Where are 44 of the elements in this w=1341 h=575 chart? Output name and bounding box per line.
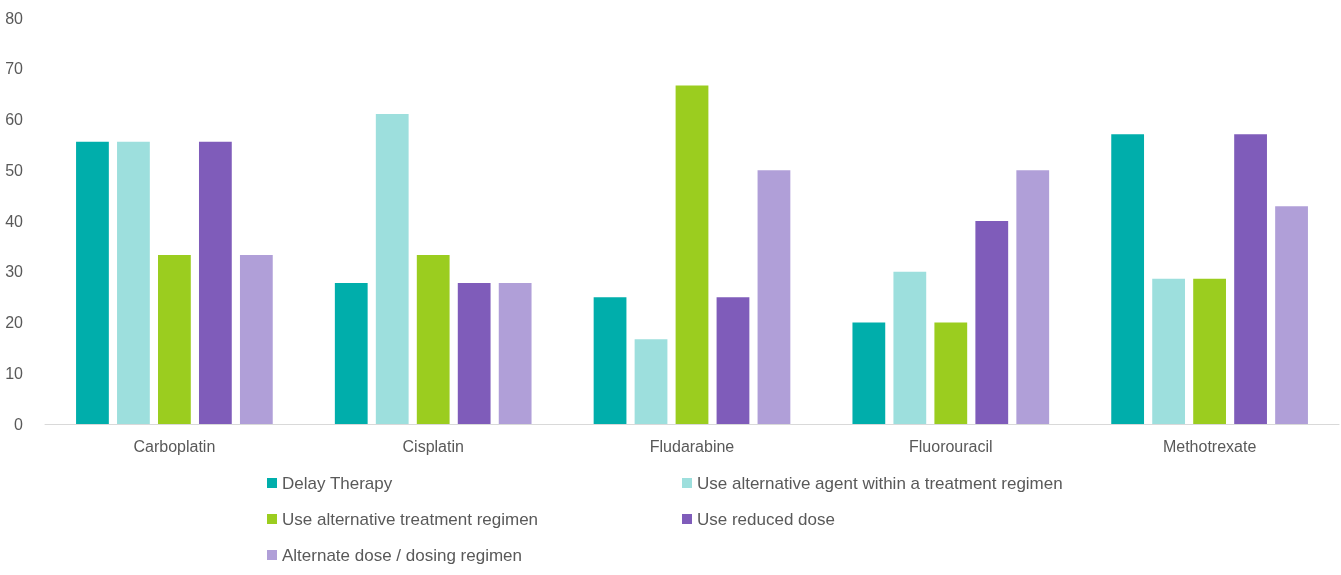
bar (893, 271, 927, 424)
bar (1111, 134, 1145, 424)
legend-label: Use alternative agent within a treatment regimen (697, 473, 1063, 493)
bar (975, 221, 1009, 424)
bar (757, 170, 791, 424)
y-tick-label: 40 (5, 212, 24, 230)
y-tick-label: 60 (5, 111, 24, 128)
bar (1275, 206, 1308, 424)
legend-label: Use reduced dose (697, 509, 835, 529)
bar (634, 339, 668, 424)
bar (1193, 278, 1226, 424)
bar (498, 282, 532, 424)
x-tick-label: Carboplatin (133, 437, 216, 455)
x-tick-label: Methotrexate (1162, 437, 1257, 455)
y-tick-label: 10 (5, 364, 24, 382)
bar (1234, 134, 1267, 424)
bar (198, 141, 232, 424)
bar (117, 141, 150, 424)
bar (158, 255, 191, 424)
legend-label: Alternate dose / dosing regimen (282, 545, 523, 565)
bar (416, 255, 450, 424)
bar (457, 282, 491, 424)
bar (76, 141, 109, 424)
y-tick-label: 20 (5, 314, 24, 331)
y-tick-label: 50 (5, 161, 24, 179)
x-tick-label: Fluorouracil (909, 437, 993, 455)
x-tick-label: Cisplatin (402, 437, 464, 455)
y-tick-label: 80 (5, 9, 24, 27)
bar (934, 322, 968, 424)
bar (375, 113, 409, 424)
y-tick-label: 70 (5, 60, 24, 78)
bar (716, 297, 750, 424)
bar (593, 297, 627, 424)
bar (334, 282, 368, 424)
bar (1152, 278, 1186, 424)
legend-label: Delay Therapy (282, 473, 393, 493)
bar (1016, 170, 1050, 424)
y-tick-label: 0 (14, 415, 24, 433)
x-tick-label: Fludarabine (649, 437, 735, 455)
y-tick-label: 30 (5, 263, 24, 281)
bar (239, 255, 273, 424)
legend-label: Use alternative treatment regimen (282, 509, 539, 529)
bar (675, 85, 709, 424)
bar (852, 322, 886, 424)
